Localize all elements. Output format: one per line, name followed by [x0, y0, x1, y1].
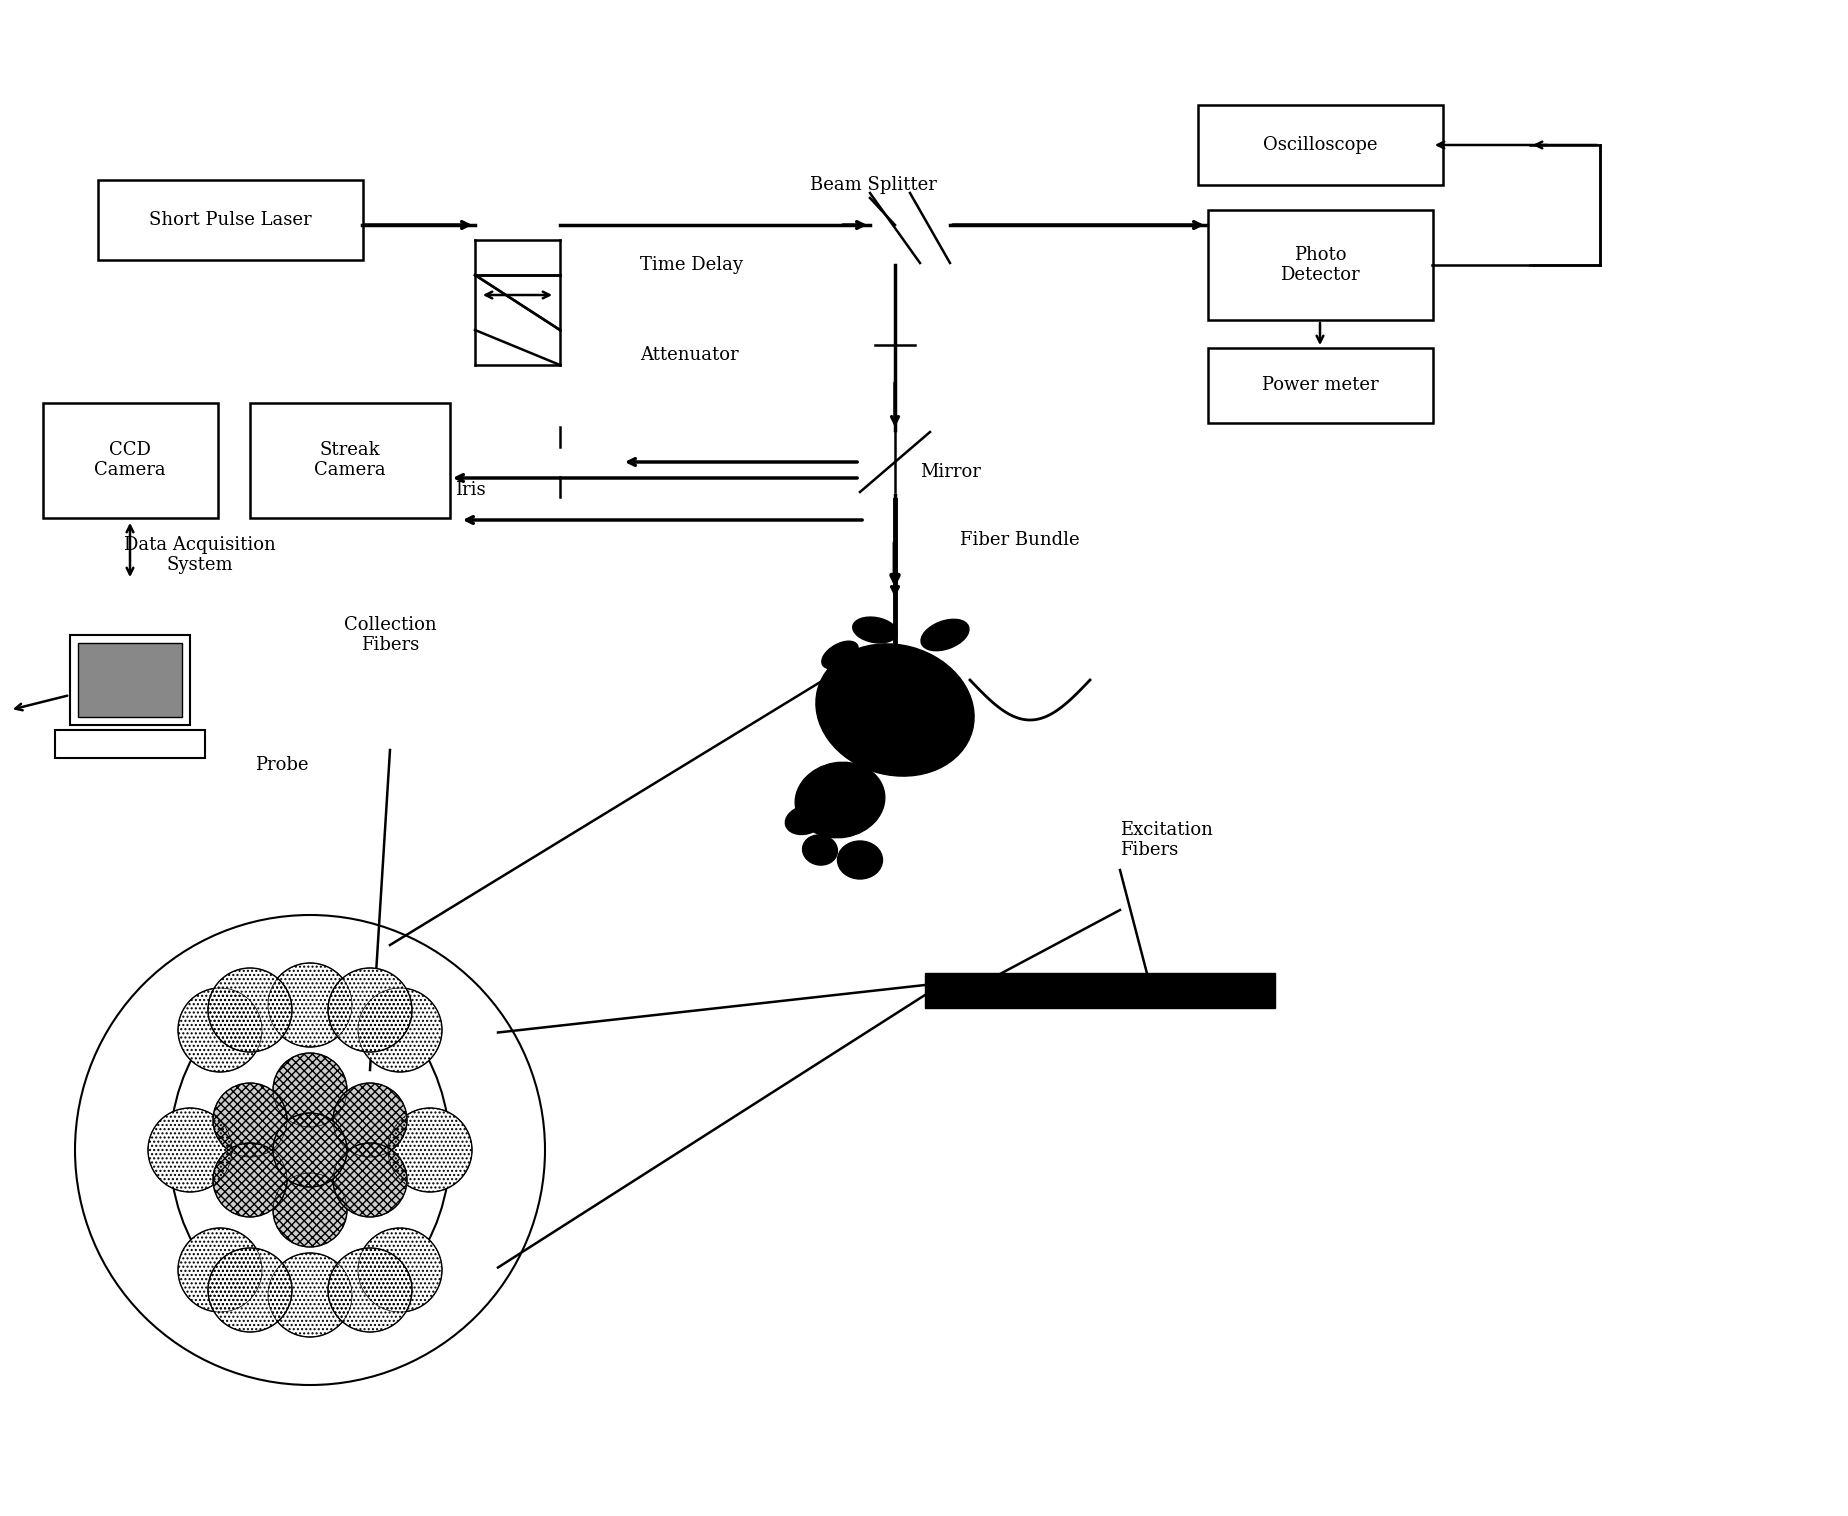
Text: Power meter: Power meter [1262, 376, 1379, 394]
Bar [78, 643, 181, 717]
Circle shape [268, 1254, 351, 1337]
Text: Beam Splitter: Beam Splitter [809, 176, 937, 194]
Circle shape [209, 969, 292, 1052]
Circle shape [148, 1108, 233, 1192]
Ellipse shape [795, 763, 885, 838]
Circle shape [177, 1228, 262, 1311]
Circle shape [268, 963, 351, 1048]
Circle shape [274, 1113, 347, 1187]
Bar [249, 403, 451, 517]
Circle shape [333, 1143, 407, 1217]
Circle shape [213, 1143, 286, 1217]
Circle shape [213, 1082, 286, 1157]
Ellipse shape [817, 644, 974, 776]
Text: Time Delay: Time Delay [639, 256, 743, 274]
Bar [98, 180, 362, 261]
Bar [1207, 211, 1432, 320]
Circle shape [327, 969, 412, 1052]
Circle shape [388, 1108, 471, 1192]
Text: Collection
Fibers: Collection Fibers [344, 615, 436, 655]
Circle shape [333, 1082, 407, 1157]
Text: CCD
Camera: CCD Camera [94, 441, 166, 479]
Text: Oscilloscope: Oscilloscope [1262, 136, 1377, 155]
Bar [1207, 347, 1432, 423]
Ellipse shape [170, 979, 451, 1320]
Text: Fiber Optic Probe: Fiber Optic Probe [1050, 981, 1214, 999]
Bar [70, 635, 190, 725]
Text: Photo
Detector: Photo Detector [1281, 246, 1360, 285]
Ellipse shape [852, 617, 898, 643]
Text: Data Acquisition
System: Data Acquisition System [124, 535, 275, 575]
Text: Probe: Probe [255, 756, 309, 775]
Ellipse shape [785, 805, 824, 834]
Circle shape [359, 988, 442, 1072]
Text: Short Pulse Laser: Short Pulse Laser [148, 211, 310, 229]
Circle shape [327, 1248, 412, 1333]
Text: Excitation
Fibers: Excitation Fibers [1120, 820, 1212, 860]
Bar [1198, 105, 1443, 185]
Circle shape [359, 1228, 442, 1311]
Circle shape [177, 988, 262, 1072]
Bar [926, 972, 1275, 1008]
Circle shape [209, 1248, 292, 1333]
Text: Mirror: Mirror [920, 462, 981, 481]
Bar [43, 403, 218, 517]
Bar [55, 731, 205, 758]
Circle shape [76, 916, 545, 1386]
Text: Iris: Iris [455, 481, 486, 499]
Ellipse shape [802, 835, 837, 866]
Text: Attenuator: Attenuator [639, 346, 739, 364]
Circle shape [274, 1054, 347, 1126]
Text: Streak
Camera: Streak Camera [314, 441, 386, 479]
Ellipse shape [920, 620, 968, 650]
Ellipse shape [837, 841, 883, 879]
Text: Fiber Bundle: Fiber Bundle [959, 531, 1079, 549]
Ellipse shape [822, 641, 857, 669]
Circle shape [274, 1173, 347, 1248]
